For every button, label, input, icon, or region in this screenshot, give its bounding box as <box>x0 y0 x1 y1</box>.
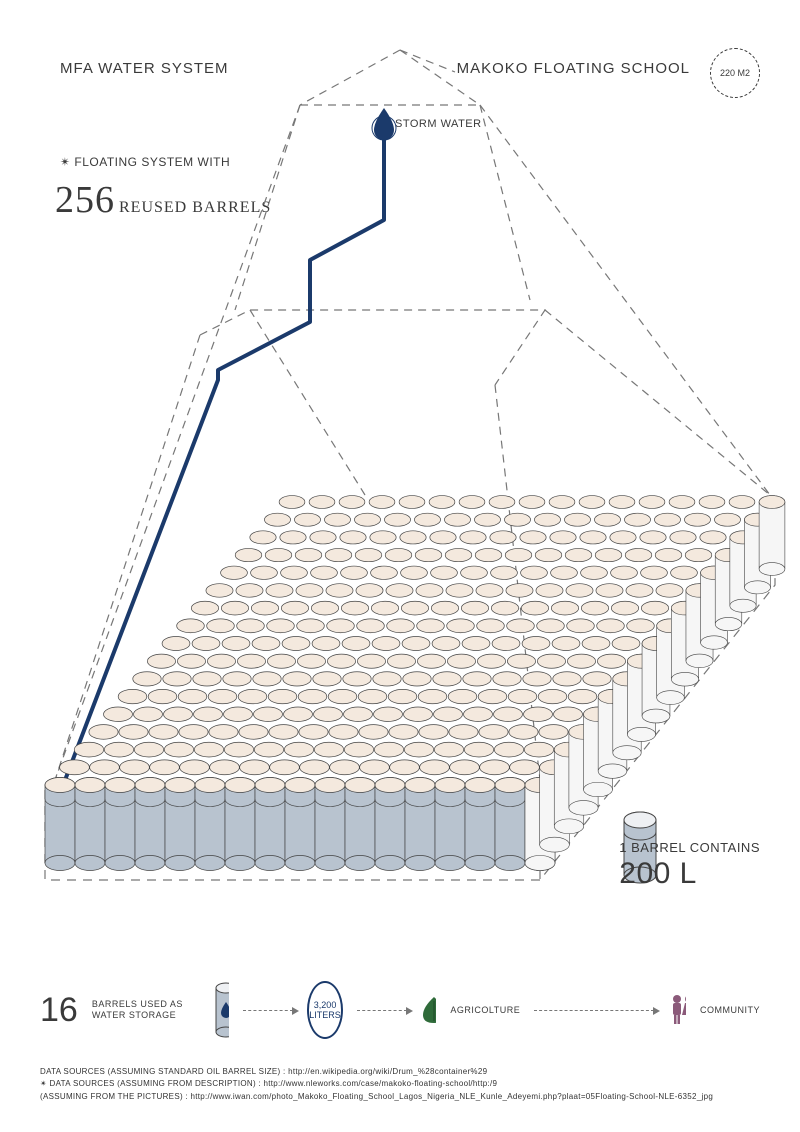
flow-arrow-3 <box>534 1010 654 1011</box>
storage-label: BARRELS USED AS WATER STORAGE <box>92 999 198 1021</box>
storage-barrel-icon <box>211 980 229 1040</box>
liters-badge: 3,200 LITERS <box>307 981 343 1039</box>
flow-arrow-2 <box>357 1010 407 1011</box>
source-line-3: (ASSUMING FROM THE PICTURES) : http://ww… <box>40 1091 760 1104</box>
people-icon <box>668 993 686 1027</box>
agri-label: AGRICOLTURE <box>450 1005 520 1016</box>
source-line-2: ✴ DATA SOURCES (ASSUMING FROM DESCRIPTIO… <box>40 1078 760 1091</box>
liters-text: 3,200 LITERS <box>309 1000 341 1020</box>
barrel-legend-value: 200 L <box>619 857 760 891</box>
barrel-legend: 1 BARREL CONTAINS 200 L <box>619 840 760 891</box>
storage-number: 16 <box>40 991 78 1030</box>
diagram-svg <box>0 0 800 960</box>
barrel-legend-line1: 1 BARREL CONTAINS <box>619 840 760 855</box>
flow-arrow-1 <box>243 1010 293 1011</box>
infographic-canvas: MFA WATER SYSTEM MAKOKO FLOATING SCHOOL … <box>0 0 800 1132</box>
data-sources: DATA SOURCES (ASSUMING STANDARD OIL BARR… <box>40 1066 760 1104</box>
source-line-1: DATA SOURCES (ASSUMING STANDARD OIL BARR… <box>40 1066 760 1079</box>
barrel-platform <box>45 496 785 880</box>
community-label: COMMUNITY <box>700 1005 760 1016</box>
water-drop-icon <box>372 108 396 140</box>
leaf-icon <box>421 993 436 1027</box>
flow-row: 16 BARRELS USED AS WATER STORAGE 3,200 L… <box>0 970 800 1050</box>
